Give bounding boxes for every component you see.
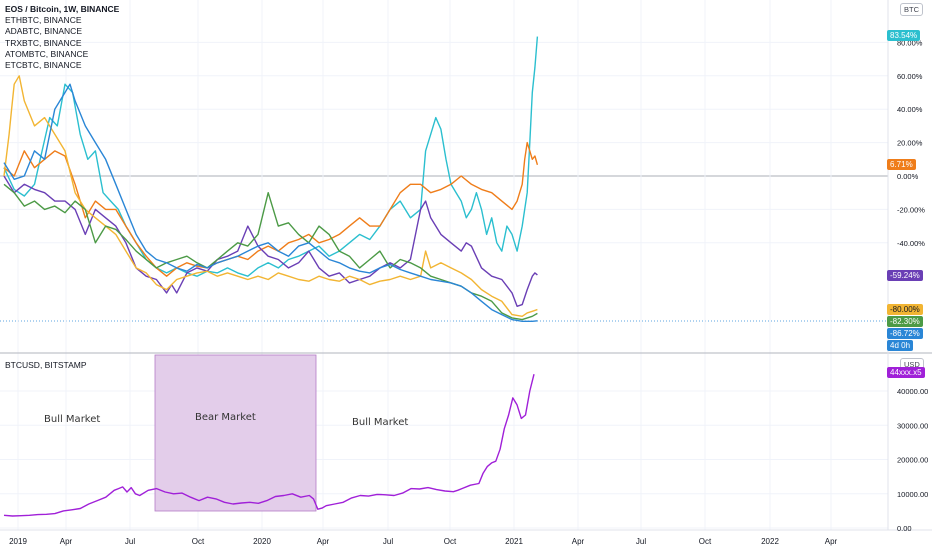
x-tick-label: Oct bbox=[192, 537, 205, 546]
y-tick-label-top: 80.00% bbox=[897, 38, 923, 47]
legend-trxbtc: TRXBTC, BINANCE bbox=[5, 37, 82, 48]
annotation-bull-market-1: Bull Market bbox=[44, 414, 101, 425]
annotation-bull-market-2: Bull Market bbox=[352, 417, 409, 428]
btcusd-last-value: 44xxx.x5 bbox=[887, 367, 925, 378]
legend-etcbtc: ETCBTC, BINANCE bbox=[5, 60, 82, 71]
x-tick-label: Apr bbox=[572, 537, 585, 546]
y-tick-label-top: -40.00% bbox=[897, 239, 925, 248]
x-tick-label: Jul bbox=[636, 537, 646, 546]
y-tick-label-top: 60.00% bbox=[897, 72, 923, 81]
y-tick-label-bottom: 20000.00 bbox=[897, 456, 928, 465]
annotation-bear-market: Bear Market bbox=[195, 412, 256, 423]
y-tick-label-top: 20.00% bbox=[897, 139, 923, 148]
legend-atombtc: ATOMBTC, BINANCE bbox=[5, 48, 89, 59]
y-tick-label-bottom: 40000.00 bbox=[897, 387, 928, 396]
last-value-tag-eosbtc: 6.71% bbox=[887, 159, 916, 170]
x-tick-label: 2022 bbox=[761, 537, 779, 546]
legend-eosbtc: EOS / Bitcoin, 1W, BINANCE bbox=[5, 4, 120, 14]
x-tick-label: Apr bbox=[825, 537, 838, 546]
last-value-tag-trxbtc: -59.24% bbox=[887, 270, 923, 281]
currency-label-btc[interactable]: BTC bbox=[900, 3, 923, 16]
top-legend: EOS / Bitcoin, 1W, BINANCE ETHBTC, BINAN… bbox=[5, 4, 119, 71]
x-tick-label: Oct bbox=[699, 537, 712, 546]
y-tick-label-top: 40.00% bbox=[897, 105, 923, 114]
y-tick-label-bottom: 0.00 bbox=[897, 524, 912, 533]
bottom-legend: BTCUSD, BITSTAMP bbox=[5, 360, 87, 370]
bear-market-zone bbox=[154, 354, 317, 512]
series-line-trxbtc bbox=[3, 175, 538, 307]
legend-adabtc: ADABTC, BINANCE bbox=[5, 26, 82, 37]
x-tick-label: Apr bbox=[317, 537, 330, 546]
x-tick-label: Apr bbox=[60, 537, 73, 546]
series-line-atombtc bbox=[3, 183, 538, 321]
y-tick-label-top: -20.00% bbox=[897, 205, 925, 214]
x-tick-label: 2020 bbox=[253, 537, 271, 546]
last-value-tag-etcbtc: -86.72% bbox=[887, 328, 923, 339]
last-value-tag-ethbtc: 83.54% bbox=[887, 30, 921, 41]
series-line-ethbtc bbox=[3, 36, 539, 277]
legend-ethbtc: ETHBTC, BINANCE bbox=[5, 15, 82, 26]
y-tick-label-bottom: 10000.00 bbox=[897, 490, 928, 499]
series-line-btcusd bbox=[3, 374, 535, 517]
y-tick-label-top: 0.00% bbox=[897, 172, 919, 181]
series-line-etcbtc bbox=[3, 83, 538, 322]
countdown-tag: 4d 0h bbox=[887, 340, 914, 351]
x-tick-label: Jul bbox=[383, 537, 393, 546]
series-lines bbox=[3, 36, 539, 517]
last-value-tag-adabtc: -80.00% bbox=[887, 304, 923, 315]
x-tick-label: Jul bbox=[125, 537, 135, 546]
x-tick-label: 2019 bbox=[9, 537, 27, 546]
series-line-eosbtc bbox=[3, 141, 539, 277]
series-line-adabtc bbox=[3, 75, 538, 317]
x-tick-label: Oct bbox=[444, 537, 457, 546]
x-tick-label: 2021 bbox=[505, 537, 523, 546]
last-value-tag-atombtc: -82.30% bbox=[887, 316, 923, 327]
y-tick-label-bottom: 30000.00 bbox=[897, 421, 928, 430]
